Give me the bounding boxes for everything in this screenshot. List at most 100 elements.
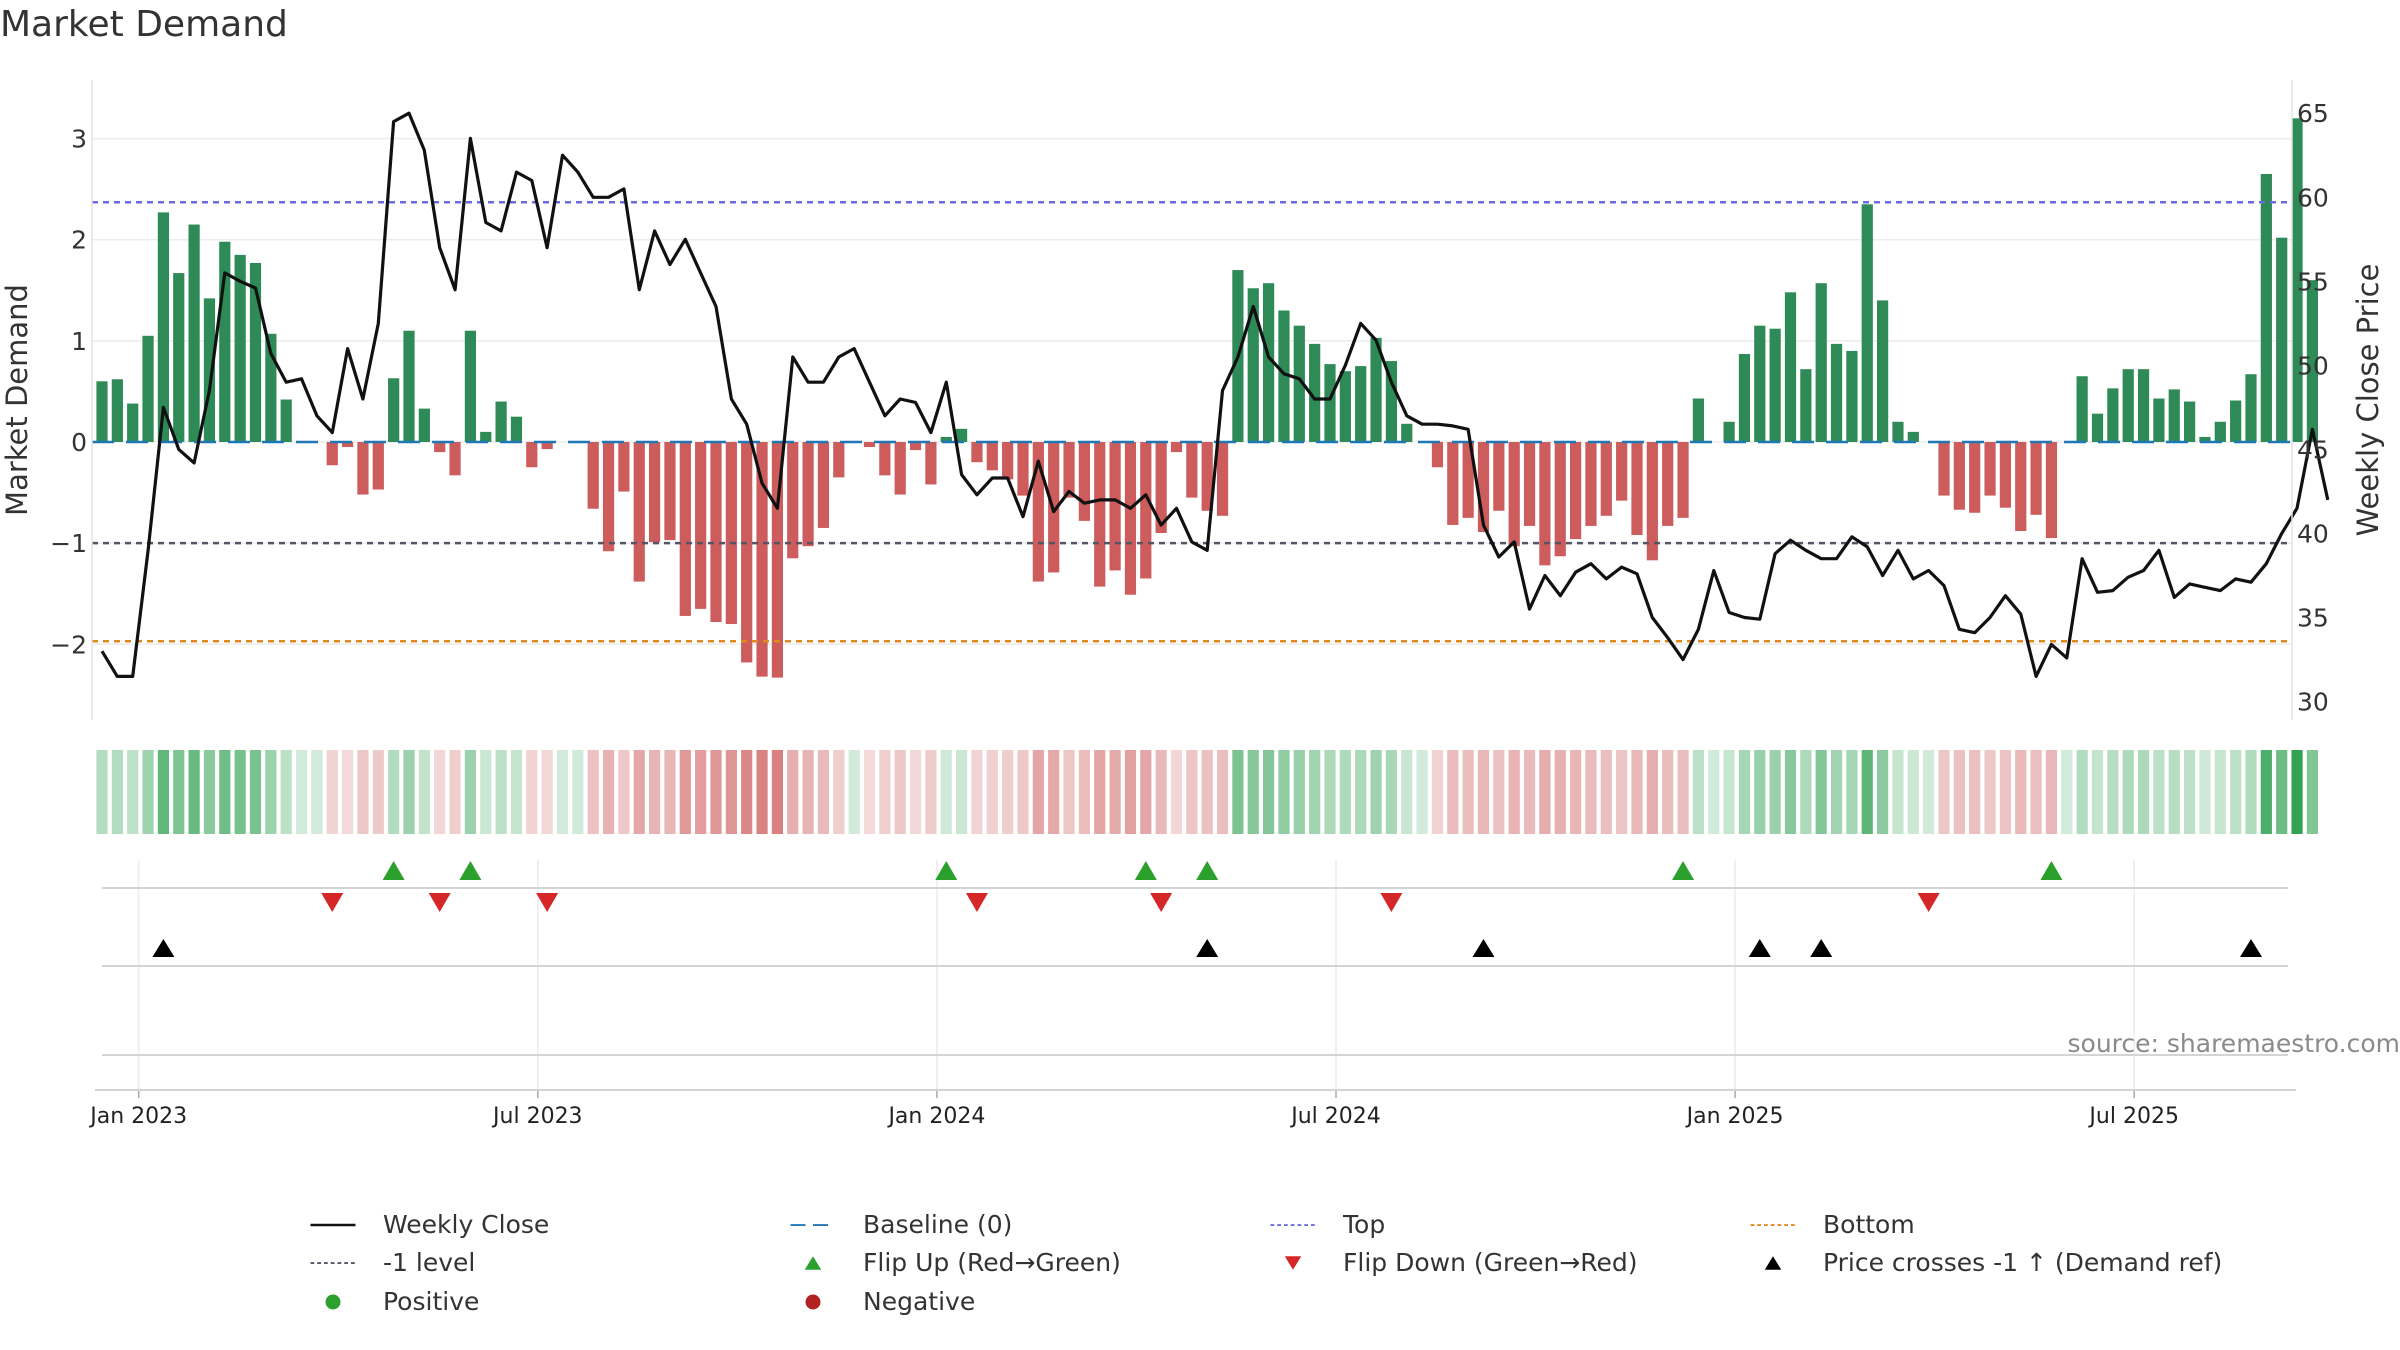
demand-bar <box>449 441 461 476</box>
heat-cell <box>986 750 998 834</box>
demand-bar <box>2122 369 2134 442</box>
demand-bar <box>940 436 952 442</box>
heat-cell <box>295 750 308 834</box>
demand-bar <box>96 381 108 442</box>
heat-cell <box>234 750 246 834</box>
demand-bar <box>2245 374 2257 442</box>
demand-bar <box>1677 441 1689 518</box>
demand-bar <box>142 335 154 442</box>
y2-tick-label: 30 <box>2297 688 2329 717</box>
demand-bar <box>342 441 354 448</box>
y2-tick-label: 35 <box>2297 604 2329 633</box>
demand-bars <box>96 118 2318 678</box>
legend-label: Bottom <box>1823 1210 1915 1239</box>
heat-cell <box>403 750 415 834</box>
heat-cell <box>756 750 768 834</box>
heat-cell <box>572 750 584 834</box>
chart-title: Market Demand <box>0 4 288 45</box>
demand-bar <box>249 262 262 442</box>
demand-bar <box>2184 401 2196 442</box>
y2-tick-label: 45 <box>2297 435 2329 464</box>
demand-bar <box>1094 441 1106 587</box>
heat-cell <box>1124 750 1137 834</box>
demand-bar <box>203 298 216 442</box>
y-tick-label: −2 <box>50 630 87 659</box>
demand-bar <box>1324 364 1336 442</box>
demand-bar <box>2199 436 2211 442</box>
demand-bar <box>265 333 277 442</box>
legend-symbol-bottom <box>1750 1224 1796 1226</box>
demand-bar <box>2107 388 2119 442</box>
demand-bar <box>1892 421 1904 442</box>
demand-bar <box>1969 441 1981 513</box>
demand-bar <box>1493 441 1505 511</box>
weekly-close-path <box>100 111 2330 679</box>
legend-label: Flip Down (Green→Red) <box>1343 1248 1638 1277</box>
heat-cell <box>388 750 400 834</box>
heat-cell <box>894 750 906 834</box>
demand-bar <box>1370 337 1382 442</box>
heat-cell <box>434 750 446 834</box>
heat-cell <box>1600 750 1612 834</box>
demand-bar <box>1570 441 1582 540</box>
flip-up-marker <box>1134 861 1157 880</box>
demand-bar <box>1477 441 1490 532</box>
heat-cell <box>1170 750 1183 834</box>
demand-bar <box>1431 441 1444 468</box>
demand-bar <box>1846 350 1858 442</box>
demand-bar <box>1170 441 1183 453</box>
demand-bar <box>326 441 338 466</box>
demand-bar <box>1017 441 1029 496</box>
demand-bar <box>372 441 384 490</box>
heat-cell <box>2061 750 2073 834</box>
heat-cell <box>1692 750 1704 834</box>
heat-cell <box>1032 750 1044 834</box>
y2-tick-label: 60 <box>2297 183 2329 212</box>
demand-bar <box>1984 441 1996 496</box>
demand-bar <box>1662 441 1674 526</box>
demand-bar <box>1938 441 1950 496</box>
heat-cell <box>1002 750 1014 834</box>
demand-bar <box>1309 343 1321 442</box>
heat-cell <box>2230 750 2242 834</box>
heat-cell <box>142 750 154 834</box>
heat-cell <box>2107 750 2119 834</box>
demand-bar <box>1877 300 1889 442</box>
heat-cell <box>1830 750 1843 834</box>
demand-bar <box>1861 204 1873 442</box>
demand-bar <box>2291 118 2303 442</box>
heat-cell <box>863 750 876 834</box>
flip-down-marker <box>965 893 988 912</box>
y2-tick-label: 50 <box>2297 351 2329 380</box>
y-tick-label: −1 <box>50 529 87 558</box>
demand-bar <box>741 441 753 663</box>
flip-down-marker <box>1380 893 1403 912</box>
heat-cell <box>1447 750 1459 834</box>
price-cross-marker <box>152 939 175 957</box>
demand-bar <box>956 428 968 442</box>
demand-bar <box>1585 441 1597 526</box>
heat-cell <box>357 750 369 834</box>
price-cross-marker <box>1810 939 1833 957</box>
demand-bar <box>879 441 891 476</box>
heat-cell <box>1815 750 1827 834</box>
demand-bar <box>1186 441 1198 498</box>
demand-bar <box>802 441 814 547</box>
heat-cell <box>1708 750 1720 834</box>
demand-bar <box>1646 441 1658 561</box>
heat-cell <box>1431 750 1444 834</box>
demand-bar <box>111 379 123 442</box>
demand-bar <box>725 441 737 625</box>
y-tick-label: 2 <box>71 226 87 255</box>
demand-bar <box>2045 441 2058 539</box>
heat-cell <box>342 750 354 834</box>
heat-cell <box>1984 750 1996 834</box>
heat-cell <box>2184 750 2196 834</box>
demand-bar <box>541 441 553 450</box>
heat-cell <box>2245 750 2257 834</box>
demand-bar <box>464 330 476 442</box>
weekly-close-line <box>100 111 2330 679</box>
heat-cell <box>510 750 523 834</box>
heat-cell <box>1677 750 1689 834</box>
